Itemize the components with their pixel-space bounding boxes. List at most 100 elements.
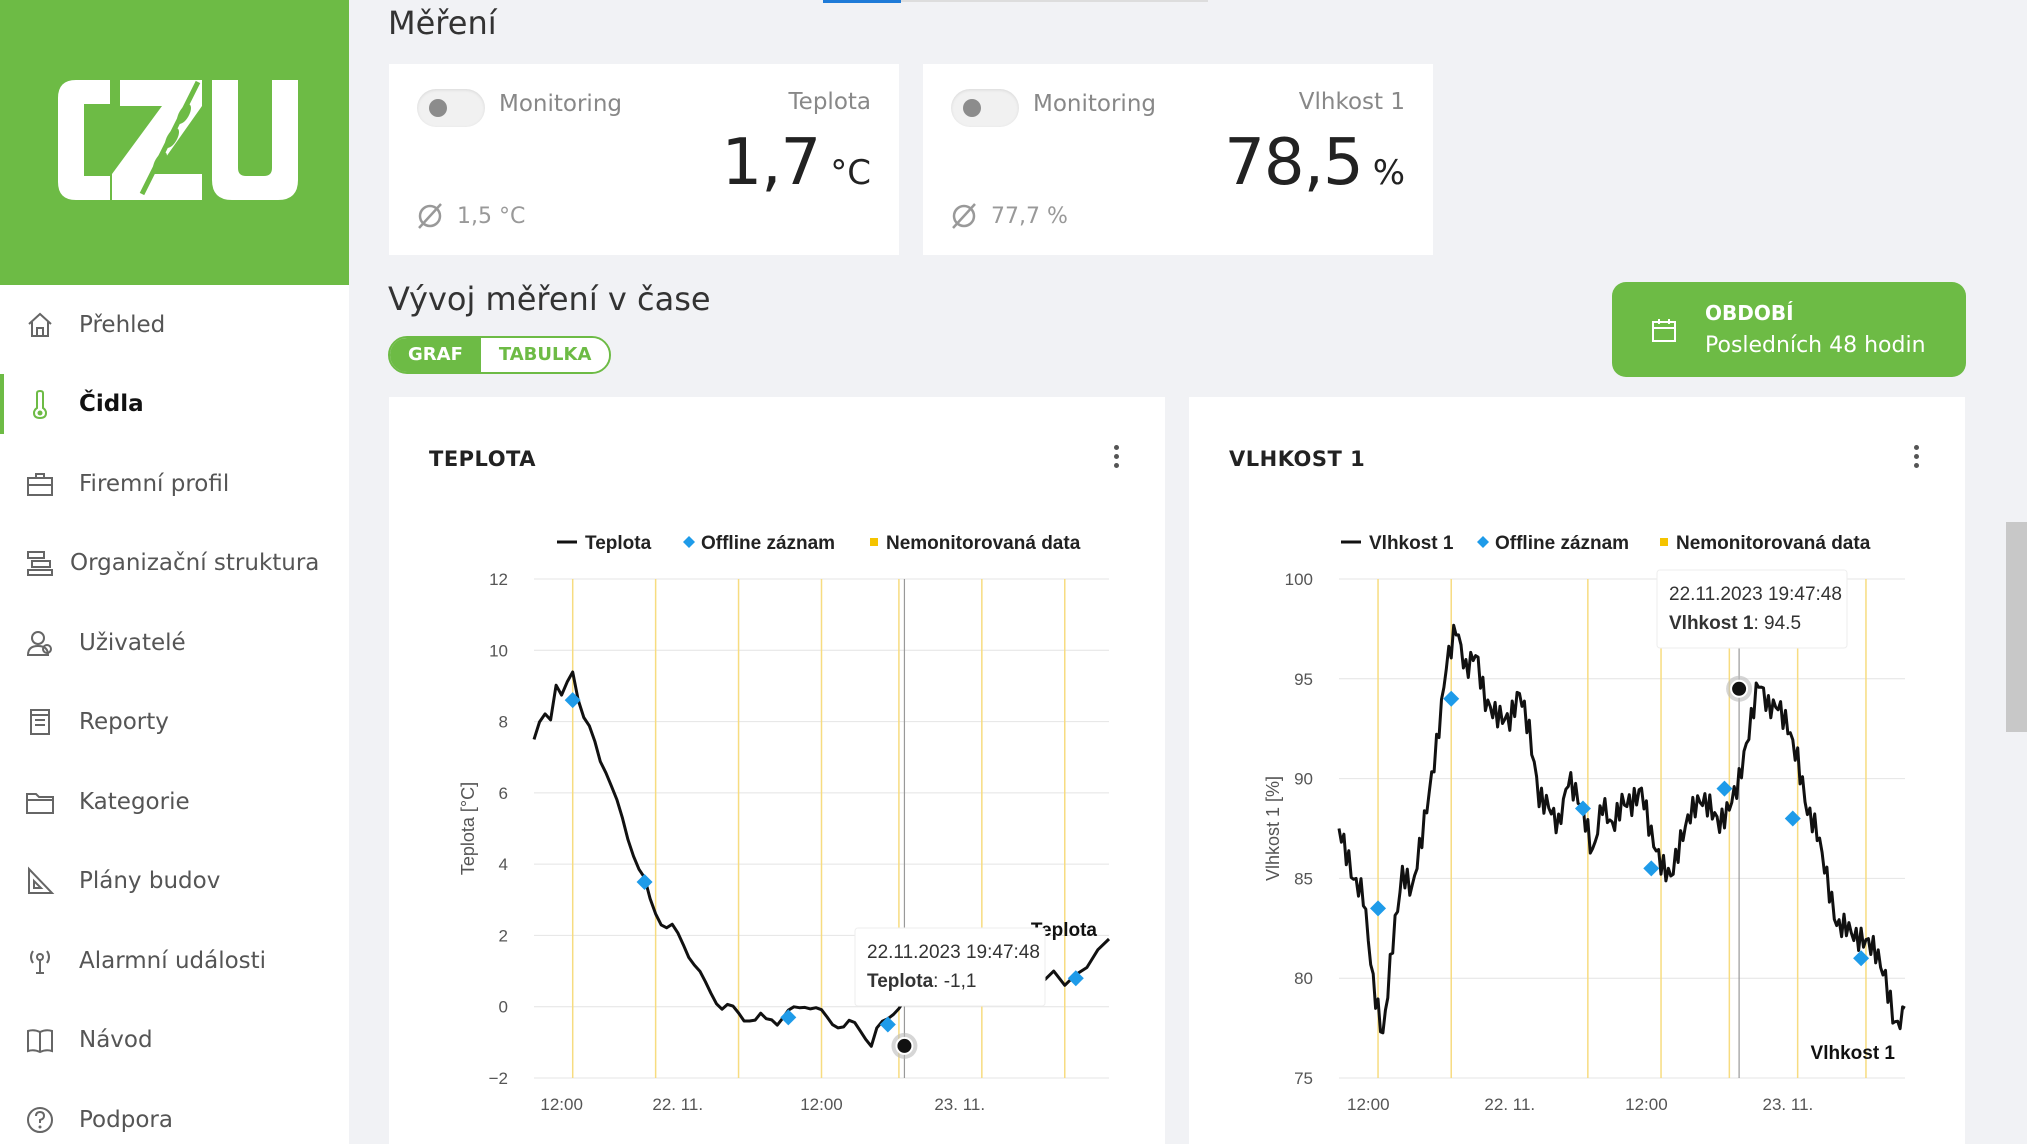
average-value: 77,7 % <box>949 201 1068 231</box>
sidebar-item-kategorie[interactable]: Kategorie <box>0 772 349 832</box>
page-scrollbar[interactable] <box>2006 522 2027 732</box>
legend-unmonitored-marker <box>870 538 878 546</box>
y-axis-label: Teplota [°C] <box>458 782 478 875</box>
org-structure-icon <box>27 551 53 576</box>
offline-marker <box>1784 810 1801 827</box>
offline-marker <box>1443 690 1460 707</box>
offline-marker <box>1716 780 1733 797</box>
chart-tooltip: 22.11.2023 19:47:48 Vlhkost 1: 94.5 <box>1656 569 1848 649</box>
measurement-number: 1,7 <box>721 126 821 200</box>
x-tick-label: 23. 11. <box>934 1095 985 1114</box>
offline-marker <box>780 1009 797 1026</box>
y-tick-label: 4 <box>499 855 508 874</box>
monitoring-toggle[interactable] <box>951 89 1019 127</box>
sidebar-item-plany-budov[interactable]: Plány budov <box>0 851 349 911</box>
series-line <box>1337 623 1906 1035</box>
y-tick-label: 85 <box>1294 869 1313 888</box>
chart-legend: Vlhkost 1 Offline záznam Nemonitorovaná da… <box>1341 533 1871 554</box>
sidebar-item-prehled[interactable]: Přehled <box>0 295 349 355</box>
legend-item-offline: Offline záznam <box>701 533 835 554</box>
temperature-chart[interactable]: Teplota Offline záznam Nemonitorovaná data… <box>389 397 1165 1144</box>
y-tick-label: 95 <box>1294 670 1313 689</box>
x-tick-label: 22. 11. <box>1484 1095 1535 1114</box>
y-tick-label: 6 <box>499 784 508 803</box>
history-title: Vývoj měření v čase <box>388 280 711 318</box>
hover-point <box>895 1036 914 1055</box>
x-tick-label: 12:00 <box>800 1095 843 1114</box>
average-text: 1,5 °C <box>457 203 526 229</box>
y-tick-label: 10 <box>489 641 508 660</box>
period-label: OBDOBÍ <box>1705 301 1794 325</box>
monitoring-label: Monitoring <box>499 91 622 117</box>
measurement-unit: % <box>1372 153 1405 193</box>
sidebar-item-label: Čidla <box>79 391 144 417</box>
top-tab-indicator <box>823 0 1208 3</box>
chart-legend: Teplota Offline záznam Nemonitorovaná data <box>557 533 1081 554</box>
x-tick-label: 23. 11. <box>1763 1095 1814 1114</box>
table-view-button[interactable]: TABULKA <box>480 338 610 372</box>
monitoring-toggle[interactable] <box>417 89 485 127</box>
y-tick-label: 75 <box>1294 1069 1313 1088</box>
measurement-card-vlhkost: Monitoring Vlhkost 1 78,5% 77,7 % <box>923 64 1433 255</box>
offline-marker <box>636 873 653 890</box>
period-value: Posledních 48 hodin <box>1705 333 1926 358</box>
graph-view-button[interactable]: GRAF <box>390 338 481 372</box>
period-button[interactable]: OBDOBÍ Posledních 48 hodin <box>1612 282 1966 377</box>
series-end-label: Teplota <box>1031 920 1098 941</box>
x-tick-label: 12:00 <box>1625 1095 1668 1114</box>
x-tick-label: 12:00 <box>540 1095 583 1114</box>
average-text: 77,7 % <box>991 203 1068 229</box>
thermometer-icon <box>32 389 48 420</box>
tooltip-box <box>1656 569 1848 649</box>
chart-menu-icon[interactable] <box>1911 445 1921 473</box>
sidebar-item-uzivatele[interactable]: Uživatelé <box>0 613 349 673</box>
x-tick-label: 12:00 <box>1347 1095 1390 1114</box>
sidebar-item-label: Přehled <box>79 312 166 338</box>
humidity-chart[interactable]: Vlhkost 1 Offline záznam Nemonitorovaná da… <box>1189 397 1965 1144</box>
sidebar-item-firemni-profil[interactable]: Firemní profil <box>0 454 349 514</box>
sidebar-item-label: Reporty <box>79 709 169 735</box>
sidebar-item-navod[interactable]: Návod <box>0 1010 349 1070</box>
measurement-number: 78,5 <box>1224 126 1363 200</box>
logo[interactable] <box>0 0 349 285</box>
antenna-icon <box>30 950 50 974</box>
offline-marker <box>1574 800 1591 817</box>
y-tick-label: 8 <box>499 713 508 732</box>
briefcase-icon <box>27 473 53 496</box>
sidebar-item-label: Plány budov <box>79 868 221 894</box>
sidebar-item-podpora[interactable]: Podpora <box>0 1090 349 1144</box>
hover-point <box>1730 679 1749 698</box>
average-icon <box>418 203 442 229</box>
measurement-card-teplota: Monitoring Teplota 1,7 °C 1,5 °C <box>389 64 899 255</box>
y-tick-label: 2 <box>499 926 508 945</box>
sidebar-item-label: Návod <box>79 1027 153 1053</box>
x-tick-label: 22. 11. <box>652 1095 703 1114</box>
sidebar-item-reporty[interactable]: Reporty <box>0 692 349 752</box>
chart-menu-icon[interactable] <box>1111 445 1121 473</box>
legend-offline-marker <box>1477 536 1489 548</box>
czu-logo-icon <box>58 80 298 200</box>
folder-icon <box>26 793 54 814</box>
tooltip-series-name: Teplota <box>867 971 934 992</box>
average-value: 1,5 °C <box>415 201 525 231</box>
y-tick-label: 0 <box>499 998 508 1017</box>
sidebar-item-alarmni-udalosti[interactable]: Alarmní události <box>0 931 349 991</box>
measurement-name: Vlhkost 1 <box>1298 89 1405 115</box>
offline-marker <box>1370 900 1387 917</box>
offline-marker <box>1067 970 1084 987</box>
tooltip-box <box>854 927 1046 1007</box>
users-icon <box>26 631 52 656</box>
ruler-triangle-icon <box>28 866 55 894</box>
sidebar-item-label: Podpora <box>79 1107 173 1133</box>
y-tick-label: 12 <box>489 570 508 589</box>
offline-marker <box>1643 860 1660 877</box>
sidebar-item-label: Kategorie <box>79 789 190 815</box>
sidebar-item-cidla[interactable]: Čidla <box>0 374 349 434</box>
monitoring-label: Monitoring <box>1033 91 1156 117</box>
tooltip-time: 22.11.2023 19:47:48 <box>867 942 1040 963</box>
sidebar-item-organizacni-struktura[interactable]: Organizační struktura <box>0 533 349 593</box>
average-icon <box>952 203 976 229</box>
measurement-value: 78,5% <box>1224 126 1405 200</box>
offline-marker <box>879 1016 896 1033</box>
chart-title: VLHKOST 1 <box>1229 447 1366 471</box>
